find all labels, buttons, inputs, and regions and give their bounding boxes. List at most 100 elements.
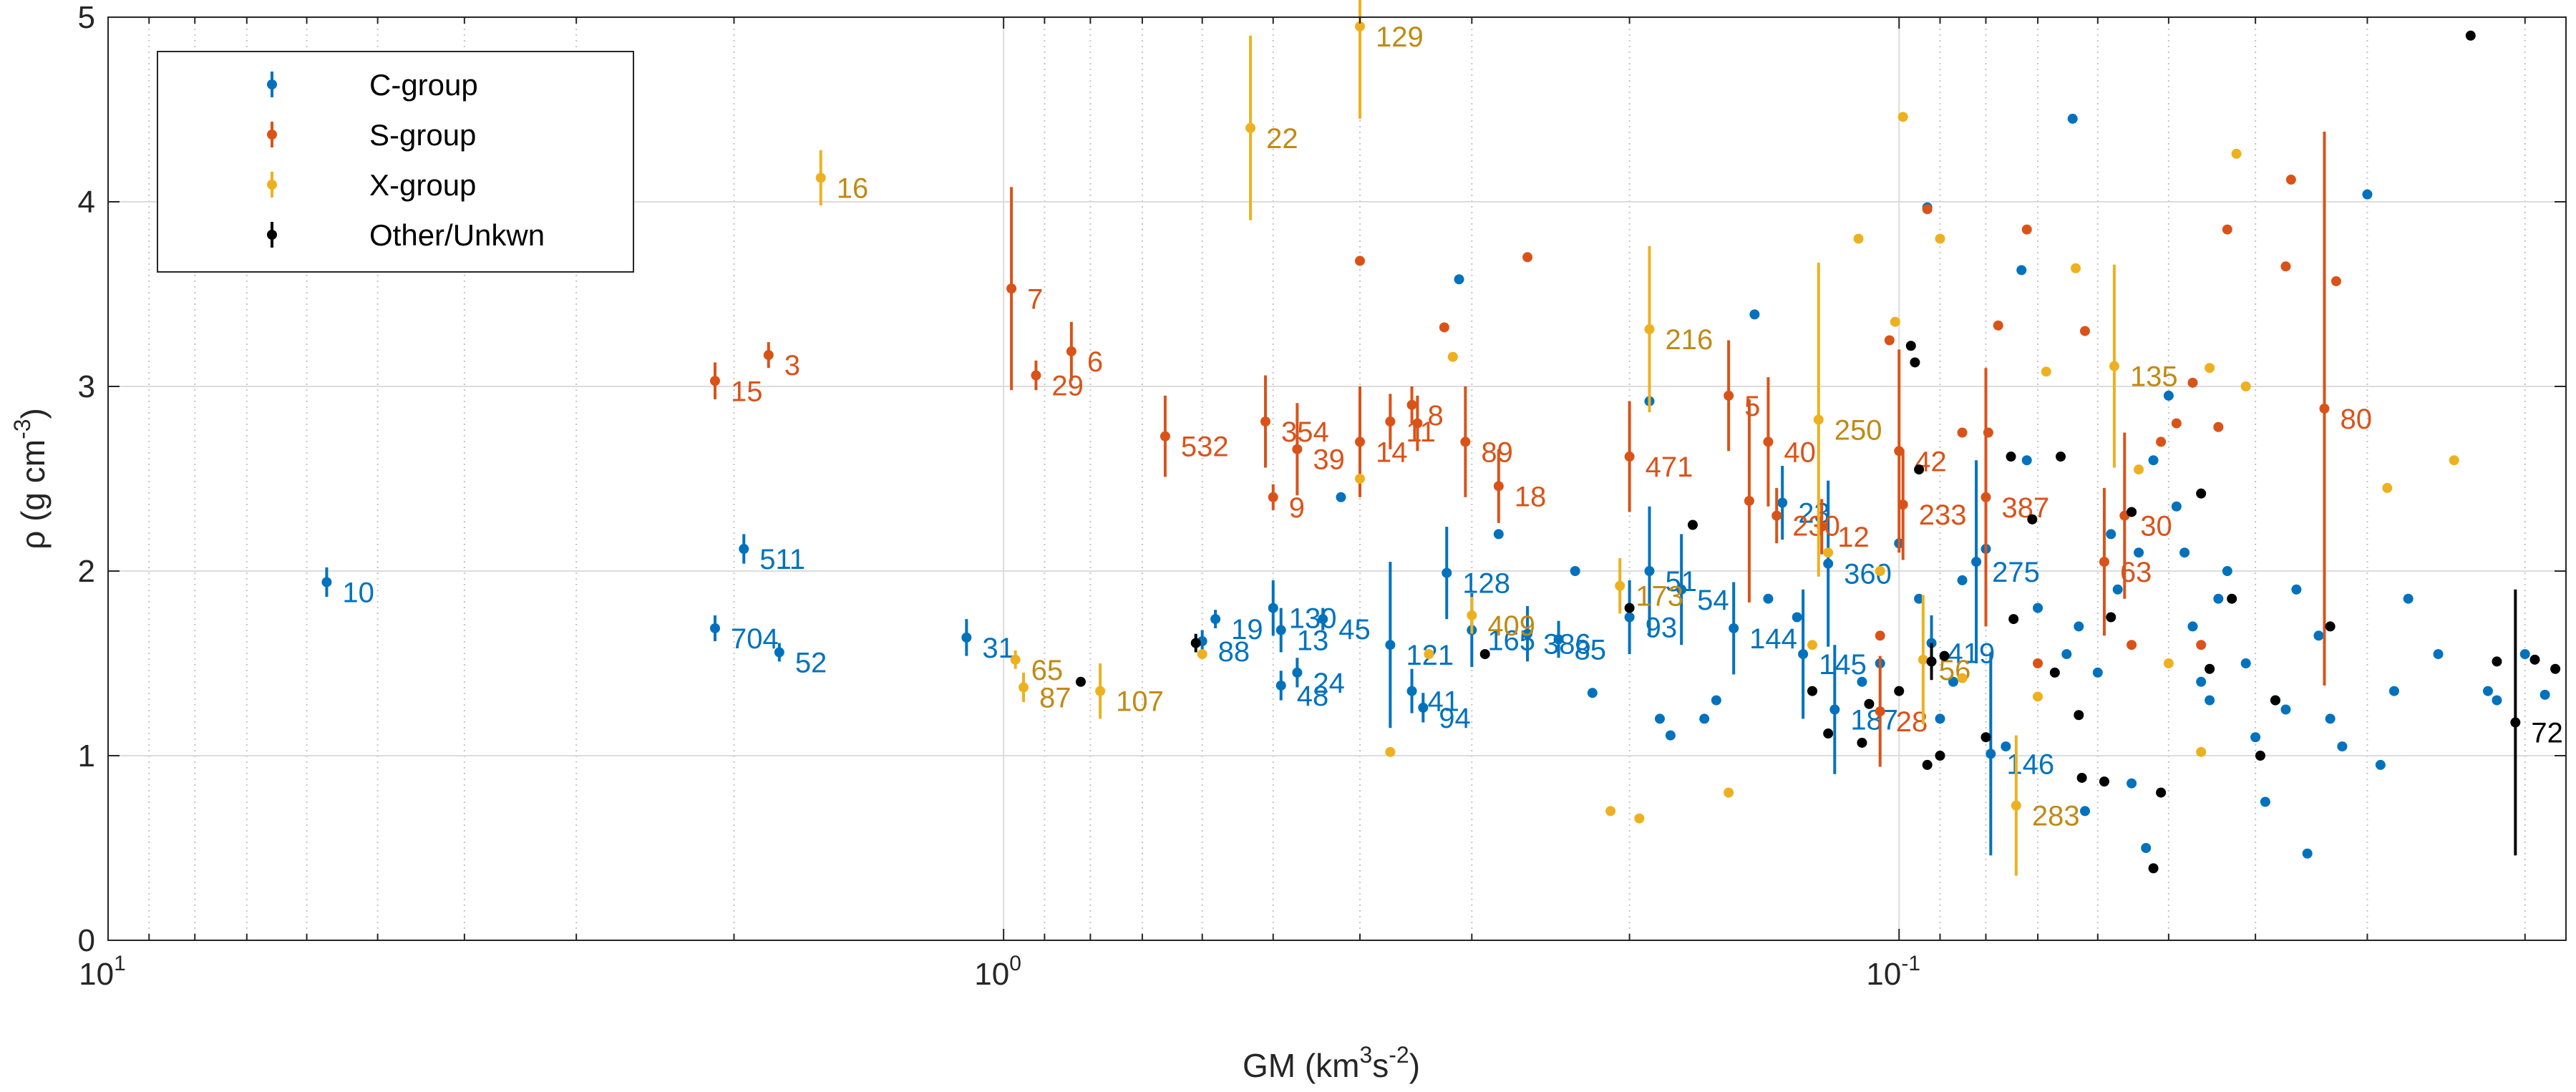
data-point — [1190, 638, 1201, 648]
x-tick-label: 10-1 — [1866, 952, 1920, 992]
data-point — [2519, 649, 2530, 660]
data-point — [2510, 717, 2521, 728]
data-point — [1939, 650, 1950, 661]
data-point — [1993, 320, 2003, 331]
data-point — [739, 544, 749, 555]
data-point — [1447, 351, 1458, 362]
data-point — [1724, 787, 1734, 798]
legend-swatch-dot — [267, 230, 277, 240]
data-label: 216 — [1665, 324, 1713, 356]
data-point — [1275, 625, 1286, 635]
data-point — [2205, 663, 2215, 674]
data-point — [1957, 673, 1968, 683]
data-point — [1935, 233, 1945, 244]
data-point — [763, 350, 774, 361]
data-point — [1587, 688, 1598, 698]
x-axis-label-main: GM (km — [1243, 1047, 1360, 1084]
data-point — [1749, 309, 1760, 320]
data-point — [2319, 403, 2330, 414]
data-point — [1829, 704, 1840, 715]
data-point — [2382, 482, 2393, 493]
data-point — [1771, 510, 1782, 521]
data-point — [2280, 704, 2291, 715]
data-point — [2112, 584, 2123, 595]
data-point — [2205, 695, 2215, 706]
data-label: 89 — [1481, 437, 1513, 468]
x-axis-label-sup1: 3 — [1359, 1042, 1372, 1068]
x-axis-label-sup2: -2 — [1389, 1042, 1409, 1068]
data-point — [1853, 233, 1864, 244]
y-tick-label: 1 — [78, 738, 95, 774]
data-point — [2492, 656, 2502, 667]
data-point — [1894, 686, 1905, 696]
data-label: 9 — [1289, 492, 1305, 524]
data-point — [2076, 772, 2087, 783]
data-point — [1605, 806, 1616, 816]
data-point — [2302, 848, 2313, 859]
data-label: 144 — [1749, 623, 1797, 655]
data-point — [815, 172, 826, 183]
data-point — [1493, 529, 1504, 540]
data-point — [1922, 759, 1933, 770]
x-tick-label: 100 — [974, 952, 1021, 992]
data-point — [2074, 621, 2084, 632]
data-label: 52 — [795, 648, 827, 679]
data-point — [1418, 702, 1429, 713]
data-label: 128 — [1462, 568, 1510, 600]
data-point — [2021, 455, 2032, 466]
data-point — [1031, 370, 1041, 381]
y-tick-label: 2 — [78, 554, 95, 589]
data-point — [1857, 676, 1867, 687]
data-label: 19 — [1231, 614, 1263, 645]
data-point — [2001, 741, 2011, 752]
data-point — [1857, 737, 1867, 748]
data-label: 130 — [1289, 603, 1337, 635]
data-point — [1553, 634, 1564, 645]
data-point — [2187, 377, 2198, 388]
data-label: 41 — [1428, 686, 1460, 718]
data-label: 10 — [342, 577, 374, 608]
data-point — [774, 647, 784, 658]
data-label: 146 — [2006, 749, 2054, 780]
data-point — [1385, 640, 1396, 650]
data-label: 471 — [1646, 452, 1693, 483]
data-point — [2011, 800, 2021, 811]
data-point — [1454, 274, 1464, 285]
legend-label: C-group — [369, 68, 478, 102]
data-point — [1644, 566, 1655, 576]
legend-box — [157, 51, 634, 273]
data-point — [709, 376, 720, 386]
data-label: 360 — [1844, 559, 1892, 590]
data-point — [1385, 416, 1396, 427]
data-label: 187 — [1850, 705, 1898, 736]
data-point — [1570, 566, 1580, 576]
data-point — [2071, 263, 2081, 273]
legend-label: Other/Unkwn — [369, 218, 545, 252]
plot-frame — [107, 16, 2567, 941]
data-point — [2109, 361, 2119, 371]
data-point — [1935, 751, 1945, 761]
data-point — [1210, 614, 1221, 625]
data-point — [1354, 474, 1365, 484]
data-label: 233 — [1919, 499, 1967, 531]
data-point — [1460, 437, 1471, 447]
data-label: 8 — [1428, 400, 1444, 432]
data-point — [1412, 418, 1423, 429]
data-point — [1897, 112, 1908, 122]
legend-swatch-dot — [267, 79, 277, 89]
data-point — [1875, 566, 1885, 576]
x-axis-label-end: ) — [1409, 1047, 1420, 1084]
data-point — [1729, 623, 1739, 633]
data-point — [1957, 575, 1968, 585]
data-point — [1823, 547, 1834, 558]
data-point — [1875, 630, 1885, 641]
data-label: 65 — [1031, 655, 1064, 686]
data-point — [2141, 843, 2152, 853]
data-point — [2033, 691, 2043, 702]
data-point — [2280, 261, 2291, 272]
data-point — [2067, 113, 2078, 124]
data-point — [1318, 614, 1328, 625]
data-label: 39 — [1313, 444, 1345, 476]
